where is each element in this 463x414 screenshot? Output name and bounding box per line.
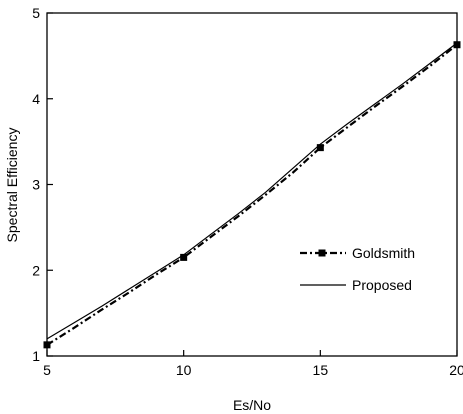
y-tick-label: 4 bbox=[32, 91, 40, 107]
y-tick-label: 2 bbox=[32, 262, 40, 278]
series-layer bbox=[43, 41, 461, 349]
x-tick-label: 10 bbox=[176, 362, 192, 378]
x-tick-label: 20 bbox=[449, 362, 463, 378]
plot-frame bbox=[46, 12, 458, 357]
legend-label-goldsmith: Goldsmith bbox=[352, 245, 415, 261]
legend-marker-goldsmith bbox=[318, 249, 326, 257]
data-point-goldsmith bbox=[316, 144, 324, 152]
y-axis-label: Spectral Efficiency bbox=[4, 128, 20, 243]
x-axis-label: Es/No bbox=[233, 397, 271, 413]
y-tick-label: 1 bbox=[32, 348, 40, 364]
data-point-goldsmith bbox=[43, 341, 51, 349]
y-axis-ticks: 1 2 3 4 5 bbox=[32, 5, 53, 364]
x-axis-ticks: 5 10 15 20 bbox=[43, 350, 463, 378]
series-line-proposed bbox=[46, 42, 458, 340]
x-tick-label: 15 bbox=[313, 362, 329, 378]
series-line-goldsmith bbox=[46, 43, 458, 346]
legend-label-proposed: Proposed bbox=[352, 277, 412, 293]
y-tick-label: 5 bbox=[32, 5, 40, 21]
x-tick-label: 5 bbox=[43, 362, 51, 378]
data-point-goldsmith bbox=[453, 41, 461, 49]
y-tick-label: 3 bbox=[32, 177, 40, 193]
legend: Goldsmith Proposed bbox=[300, 245, 415, 293]
data-point-goldsmith bbox=[180, 253, 188, 261]
